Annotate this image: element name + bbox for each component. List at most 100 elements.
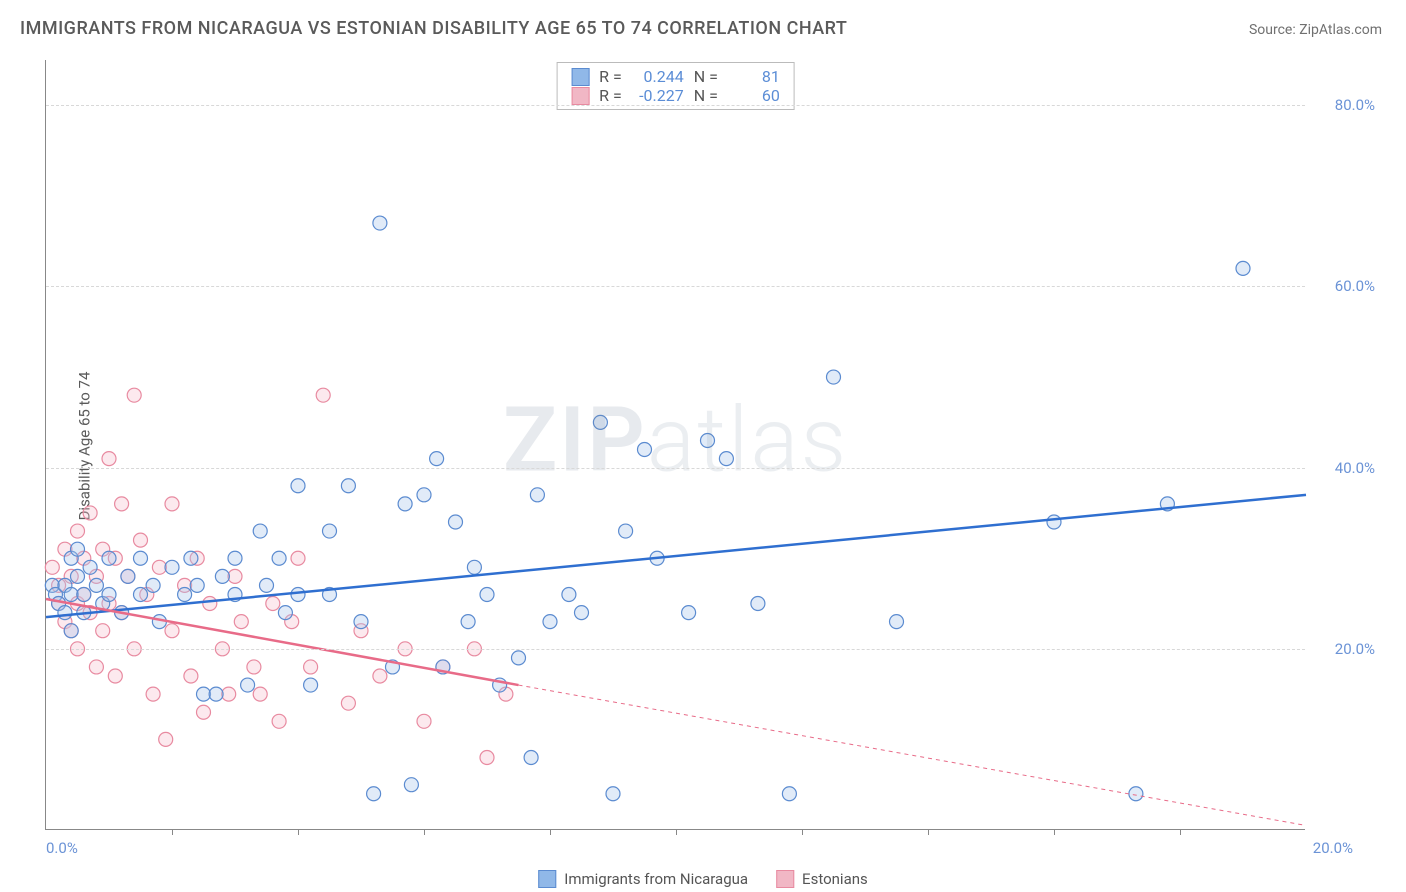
x-tick — [424, 829, 425, 835]
gridline — [46, 649, 1305, 650]
data-point-blue — [77, 587, 91, 601]
data-point-blue — [701, 433, 715, 447]
data-point-pink — [152, 560, 166, 574]
data-point-blue — [58, 606, 72, 620]
data-point-pink — [165, 624, 179, 638]
data-point-blue — [165, 560, 179, 574]
data-point-pink — [89, 660, 103, 674]
data-point-blue — [751, 597, 765, 611]
data-point-blue — [367, 787, 381, 801]
data-point-pink — [417, 714, 431, 728]
data-point-blue — [562, 587, 576, 601]
data-point-pink — [134, 533, 148, 547]
data-point-blue — [341, 479, 355, 493]
data-point-blue — [291, 479, 305, 493]
plot-area: R = 0.244 N = 81 R = -0.227 N = 60 ZIPat… — [45, 60, 1305, 830]
data-point-blue — [272, 551, 286, 565]
data-point-blue — [512, 651, 526, 665]
n-value-blue: 81 — [728, 67, 780, 86]
data-point-blue — [184, 551, 198, 565]
data-point-pink — [165, 497, 179, 511]
chart-container: R = 0.244 N = 81 R = -0.227 N = 60 ZIPat… — [45, 60, 1305, 830]
data-point-pink — [203, 597, 217, 611]
data-point-pink — [272, 714, 286, 728]
data-point-blue — [719, 452, 733, 466]
data-point-blue — [71, 569, 85, 583]
data-point-blue — [575, 606, 589, 620]
legend-item-pink: Estonians — [776, 870, 868, 888]
data-point-pink — [247, 660, 261, 674]
data-point-blue — [215, 569, 229, 583]
data-point-blue — [417, 488, 431, 502]
data-point-pink — [71, 524, 85, 538]
data-point-blue — [178, 587, 192, 601]
data-point-blue — [278, 606, 292, 620]
data-point-blue — [480, 587, 494, 601]
data-point-blue — [606, 787, 620, 801]
y-tick-label: 80.0% — [1335, 96, 1375, 114]
data-point-pink — [222, 687, 236, 701]
source-attribution: Source: ZipAtlas.com — [1249, 22, 1382, 38]
legend-label-pink: Estonians — [802, 870, 868, 888]
data-point-blue — [190, 578, 204, 592]
data-point-blue — [543, 615, 557, 629]
trend-line-pink-extrapolated — [519, 685, 1307, 825]
n-label: N = — [694, 86, 718, 105]
data-point-blue — [530, 488, 544, 502]
data-point-blue — [241, 678, 255, 692]
data-point-pink — [228, 569, 242, 583]
data-point-pink — [291, 551, 305, 565]
data-point-blue — [102, 587, 116, 601]
data-point-pink — [304, 660, 318, 674]
data-point-blue — [102, 551, 116, 565]
data-point-blue — [134, 587, 148, 601]
data-point-blue — [304, 678, 318, 692]
y-tick-label: 60.0% — [1335, 277, 1375, 295]
data-point-pink — [373, 669, 387, 683]
legend-label-blue: Immigrants from Nicaragua — [564, 870, 748, 888]
gridline — [46, 105, 1305, 106]
gridline — [46, 468, 1305, 469]
data-point-pink — [184, 669, 198, 683]
x-tick — [1054, 829, 1055, 835]
data-point-blue — [461, 615, 475, 629]
data-point-blue — [71, 542, 85, 556]
x-tick — [928, 829, 929, 835]
x-tick — [676, 829, 677, 835]
data-point-blue — [373, 216, 387, 230]
data-point-pink — [45, 560, 59, 574]
data-point-pink — [108, 669, 122, 683]
data-point-blue — [83, 560, 97, 574]
data-point-blue — [228, 551, 242, 565]
data-point-blue — [64, 587, 78, 601]
y-tick-label: 40.0% — [1335, 459, 1375, 477]
x-tick-label: 20.0% — [1313, 839, 1353, 857]
data-point-blue — [430, 452, 444, 466]
data-point-blue — [827, 370, 841, 384]
n-label: N = — [694, 67, 718, 86]
data-point-blue — [1236, 261, 1250, 275]
data-point-pink — [102, 452, 116, 466]
data-point-pink — [115, 497, 129, 511]
r-label: R = — [599, 86, 622, 105]
data-point-pink — [316, 388, 330, 402]
data-point-blue — [449, 515, 463, 529]
data-point-pink — [197, 705, 211, 719]
x-tick — [802, 829, 803, 835]
y-tick-label: 20.0% — [1335, 640, 1375, 658]
data-point-blue — [638, 443, 652, 457]
r-value-pink: -0.227 — [632, 86, 684, 105]
data-point-blue — [89, 578, 103, 592]
data-point-pink — [127, 388, 141, 402]
x-tick — [1180, 829, 1181, 835]
stats-row-pink: R = -0.227 N = 60 — [571, 86, 780, 105]
data-point-blue — [323, 524, 337, 538]
swatch-blue-icon — [571, 68, 589, 86]
x-tick-label: 0.0% — [46, 839, 78, 857]
data-point-pink — [83, 506, 97, 520]
r-value-blue: 0.244 — [632, 67, 684, 86]
data-point-blue — [134, 551, 148, 565]
data-point-pink — [96, 624, 110, 638]
data-point-blue — [398, 497, 412, 511]
data-point-blue — [209, 687, 223, 701]
